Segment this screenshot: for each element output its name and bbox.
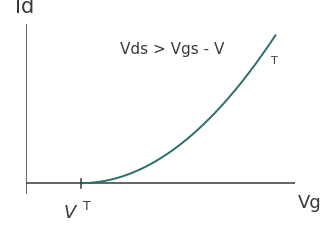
Text: T: T [83, 200, 91, 213]
Text: Vds > Vgs - V: Vds > Vgs - V [120, 42, 224, 57]
Text: V: V [64, 204, 76, 222]
Text: Vgs: Vgs [298, 194, 321, 212]
Text: Id: Id [15, 0, 34, 17]
Text: T: T [271, 56, 278, 66]
